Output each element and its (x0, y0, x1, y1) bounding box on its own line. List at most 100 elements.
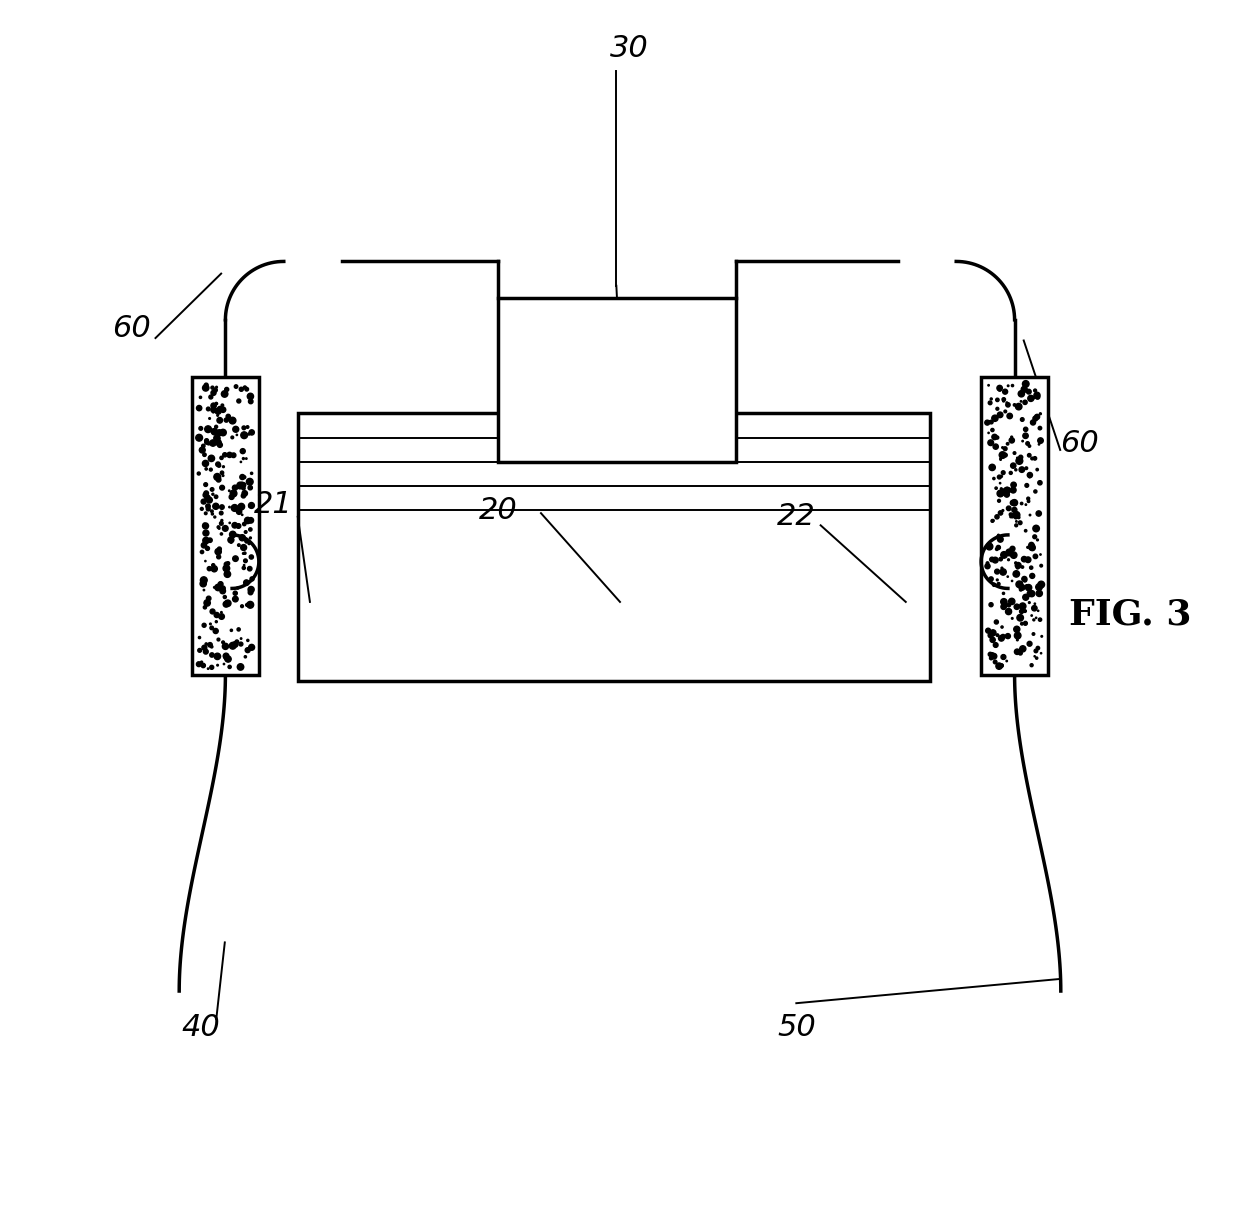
Circle shape (237, 627, 241, 631)
Circle shape (241, 545, 247, 551)
Text: 50: 50 (777, 1013, 816, 1042)
Circle shape (224, 655, 231, 663)
Circle shape (216, 462, 221, 467)
Circle shape (221, 533, 222, 535)
Circle shape (1040, 553, 1042, 556)
Circle shape (203, 454, 206, 456)
Circle shape (1028, 544, 1035, 550)
Circle shape (988, 440, 993, 445)
Circle shape (998, 388, 1002, 392)
Circle shape (217, 525, 219, 529)
Circle shape (211, 428, 217, 435)
Circle shape (1034, 655, 1035, 657)
Circle shape (215, 548, 221, 554)
Circle shape (249, 506, 250, 507)
Circle shape (1011, 500, 1016, 506)
Circle shape (203, 523, 206, 525)
Circle shape (223, 432, 224, 433)
Circle shape (1035, 618, 1037, 619)
Circle shape (243, 552, 244, 554)
Circle shape (1018, 390, 1024, 396)
Circle shape (1019, 582, 1023, 585)
Circle shape (1001, 552, 1007, 558)
Circle shape (994, 486, 997, 489)
Circle shape (990, 657, 993, 660)
Circle shape (239, 535, 246, 541)
Circle shape (1017, 640, 1018, 641)
Circle shape (196, 405, 202, 411)
Circle shape (990, 421, 993, 424)
Circle shape (988, 632, 993, 638)
Circle shape (215, 584, 221, 591)
Circle shape (250, 576, 254, 581)
Circle shape (1017, 614, 1023, 621)
Circle shape (1021, 623, 1023, 625)
Circle shape (1040, 564, 1043, 567)
Circle shape (208, 455, 215, 462)
Circle shape (243, 564, 244, 565)
Circle shape (1025, 441, 1029, 445)
Circle shape (224, 655, 228, 659)
Bar (192, 377, 259, 675)
Bar (298, 413, 930, 681)
Circle shape (219, 429, 226, 435)
Circle shape (197, 648, 202, 652)
Circle shape (997, 582, 999, 585)
Circle shape (243, 475, 246, 479)
Circle shape (202, 444, 205, 447)
Circle shape (229, 495, 234, 500)
Circle shape (1023, 400, 1027, 405)
Circle shape (1006, 402, 1011, 407)
Circle shape (219, 511, 223, 514)
Circle shape (996, 437, 998, 439)
Circle shape (992, 415, 998, 422)
Circle shape (1019, 589, 1022, 591)
Circle shape (211, 510, 213, 512)
Circle shape (217, 415, 218, 416)
Circle shape (1038, 618, 1042, 621)
Circle shape (1001, 598, 1007, 604)
Circle shape (243, 523, 246, 525)
Circle shape (223, 653, 229, 659)
Circle shape (203, 483, 207, 486)
Circle shape (237, 483, 243, 489)
Circle shape (1035, 584, 1043, 590)
Circle shape (217, 638, 219, 641)
Circle shape (213, 516, 216, 518)
Circle shape (985, 421, 990, 426)
Circle shape (1019, 609, 1024, 613)
Circle shape (210, 665, 213, 669)
Circle shape (216, 620, 217, 623)
Circle shape (236, 640, 238, 643)
Circle shape (215, 409, 221, 415)
Circle shape (246, 458, 247, 460)
Circle shape (224, 388, 228, 392)
Circle shape (1003, 454, 1007, 457)
Circle shape (203, 606, 207, 609)
Circle shape (1019, 585, 1025, 590)
Circle shape (1017, 457, 1018, 458)
Circle shape (229, 642, 236, 649)
Circle shape (1039, 412, 1042, 415)
Circle shape (1024, 595, 1027, 598)
Circle shape (248, 567, 252, 570)
Circle shape (1006, 608, 1012, 614)
Circle shape (1033, 535, 1037, 539)
Circle shape (241, 449, 246, 454)
Circle shape (1019, 455, 1023, 460)
Circle shape (203, 492, 208, 497)
Circle shape (233, 427, 239, 432)
Circle shape (999, 483, 1001, 484)
Circle shape (231, 452, 236, 457)
Circle shape (1030, 457, 1033, 460)
Circle shape (217, 443, 222, 447)
Circle shape (996, 663, 1002, 669)
Circle shape (1001, 626, 1003, 629)
Circle shape (1023, 579, 1027, 582)
Circle shape (201, 507, 203, 511)
Circle shape (208, 642, 212, 647)
Circle shape (208, 395, 213, 399)
Circle shape (228, 537, 234, 542)
Circle shape (990, 653, 994, 657)
Text: 60: 60 (1060, 429, 1099, 458)
